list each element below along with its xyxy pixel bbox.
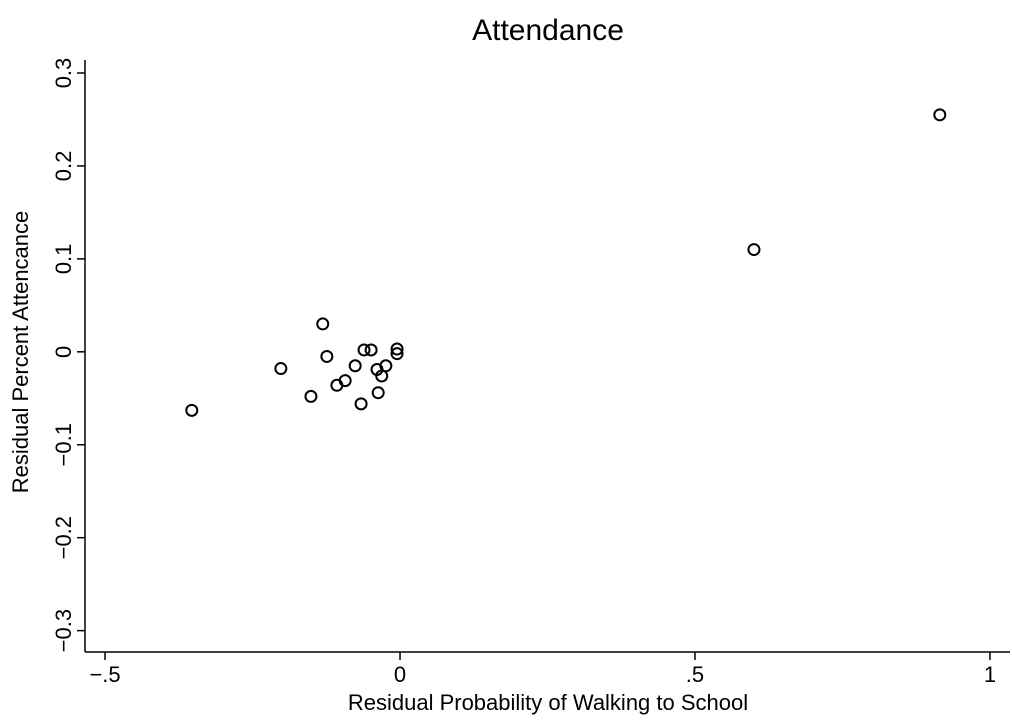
point: [316, 317, 330, 331]
y-tick-label: 0.3: [51, 58, 76, 89]
y-tick-label: 0: [51, 346, 76, 358]
y-axis-label: Residual Percent Attencance: [8, 211, 33, 494]
point: [390, 342, 404, 356]
x-tick-label: 0: [394, 662, 406, 687]
point: [354, 397, 368, 411]
y-tick-label: −0.3: [51, 609, 76, 652]
point: [379, 359, 393, 373]
point: [338, 374, 352, 388]
point: [304, 389, 318, 403]
y-tick-label: −0.2: [51, 516, 76, 559]
y-tick-label: −0.1: [51, 423, 76, 466]
x-tick-label: .5: [686, 662, 704, 687]
y-tick-label: 0.1: [51, 244, 76, 275]
point: [320, 349, 334, 363]
x-tick-label: 1: [984, 662, 996, 687]
point: [357, 343, 371, 357]
y-tick-label: 0.2: [51, 151, 76, 182]
point: [371, 386, 385, 400]
point: [274, 362, 288, 376]
x-tick-label: −.5: [89, 662, 120, 687]
point: [185, 403, 199, 417]
point: [348, 359, 362, 373]
point: [390, 347, 404, 361]
point: [364, 343, 378, 357]
chart-title: Attendance: [472, 14, 624, 47]
x-axis-label: Residual Probability of Walking to Schoo…: [348, 690, 748, 715]
point: [747, 243, 761, 257]
point: [933, 108, 947, 122]
